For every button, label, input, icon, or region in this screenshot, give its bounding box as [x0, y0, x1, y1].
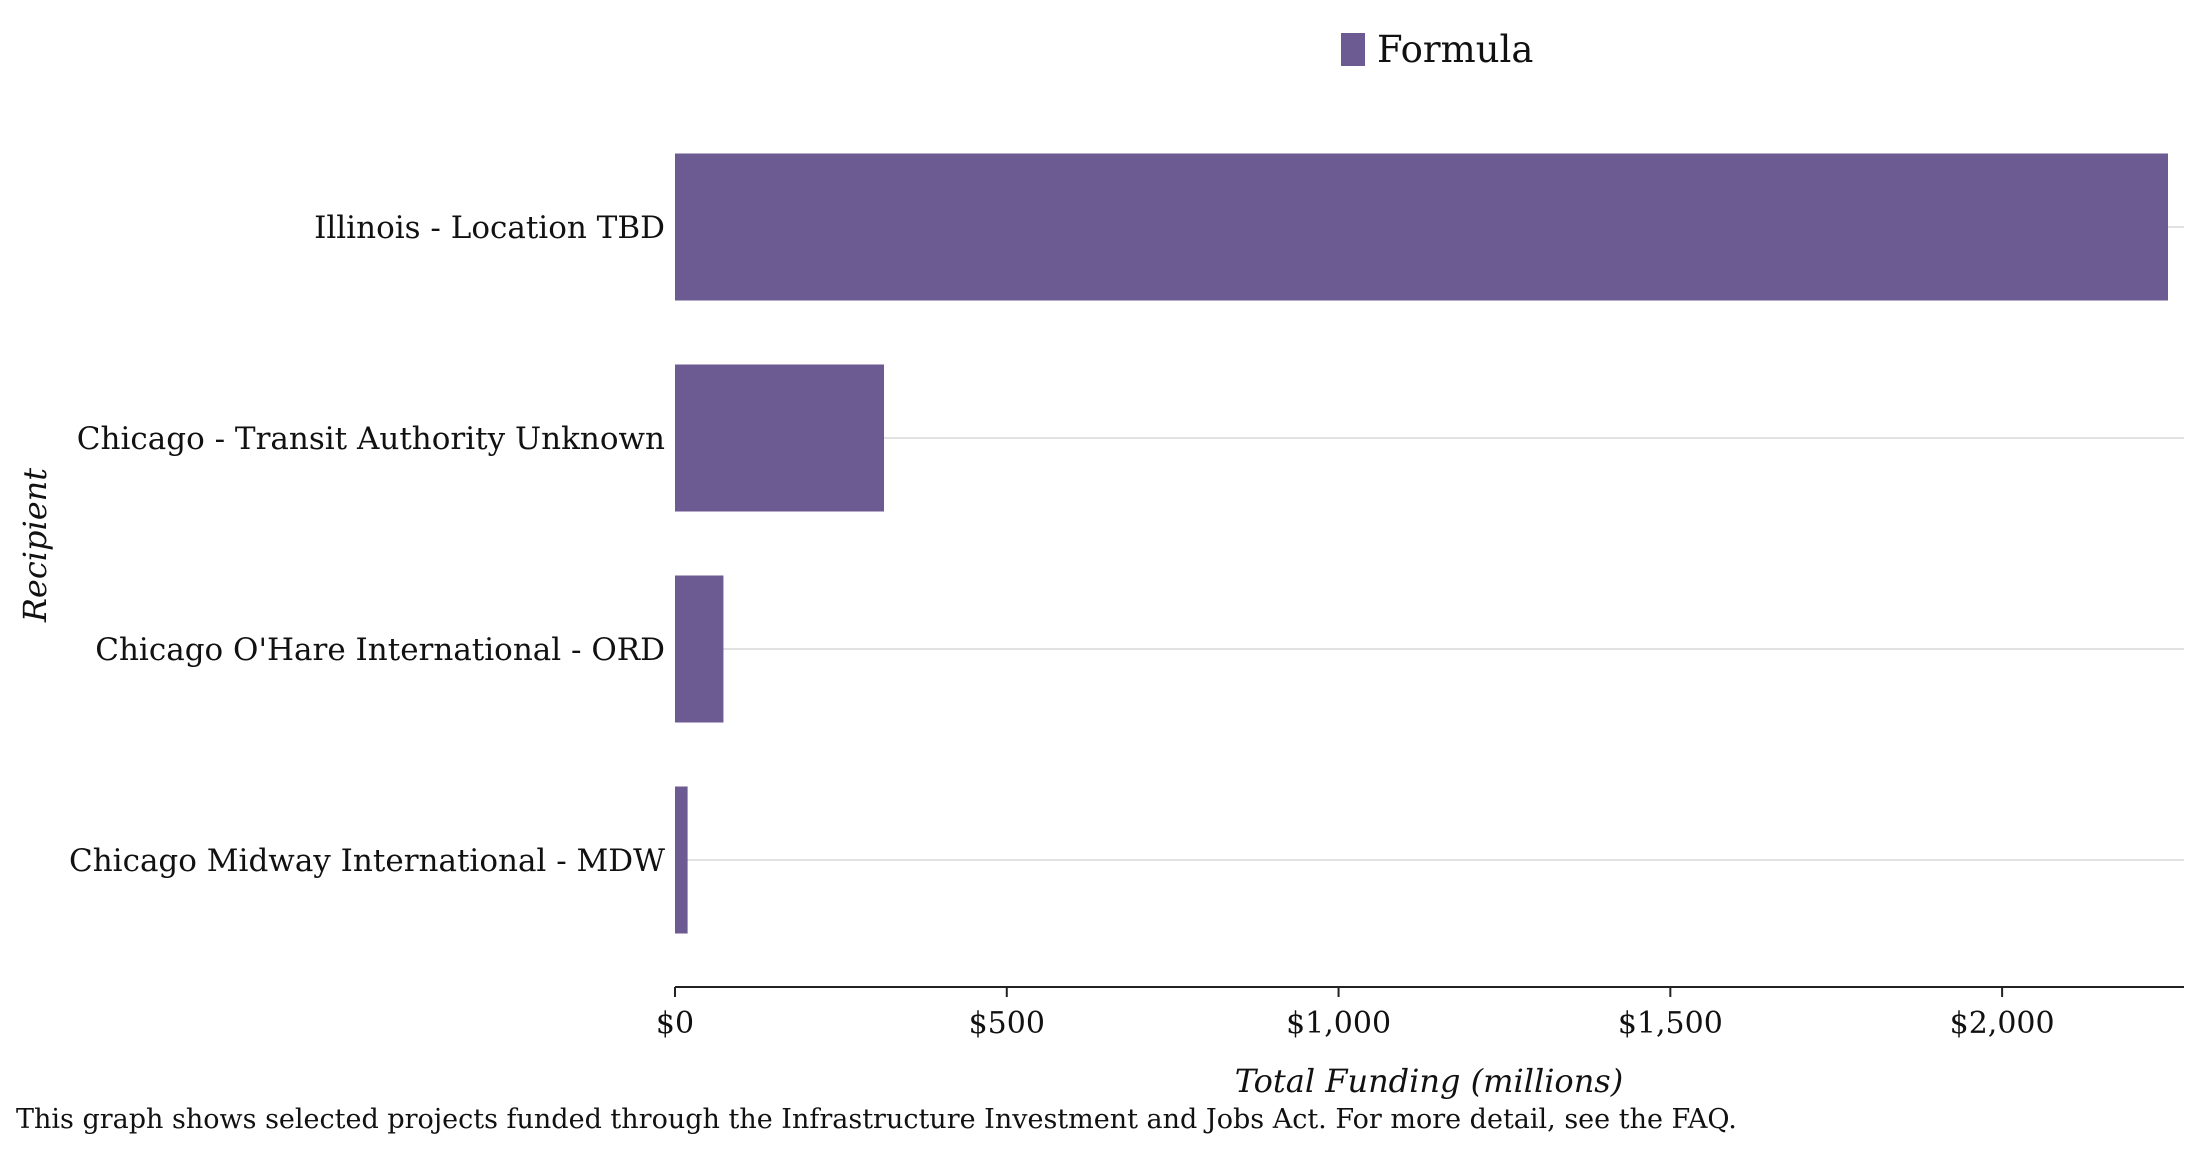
category-labels: Illinois - Location TBD Chicago - Transit…	[69, 210, 665, 879]
legend-label-formula: Formula	[1377, 28, 1533, 71]
bar-chicago-o-hare-international-ord[interactable]	[675, 575, 724, 723]
chart-caption: This graph shows selected projects funde…	[16, 1104, 1737, 1135]
bars	[675, 153, 2168, 934]
x-tick-label-1500: $1,500	[1618, 1006, 1723, 1041]
legend[interactable]: Formula	[1341, 28, 1533, 71]
x-axis-ticks: $0 $500 $1,000 $1,500 $2,000	[656, 987, 2055, 1041]
legend-swatch-formula	[1341, 33, 1365, 66]
y-axis-title: Recipient	[16, 468, 54, 623]
bar-illinois-location-tbd[interactable]	[675, 153, 2168, 301]
x-axis-title: Total Funding (millions)	[1235, 1062, 1623, 1100]
bar-chicago-midway-international-mdw[interactable]	[675, 786, 688, 934]
x-tick-label-2000: $2,000	[1950, 1006, 2055, 1041]
x-tick-label-0: $0	[656, 1006, 694, 1041]
gridlines	[675, 226, 2184, 861]
category-label-chicago-o-hare-international-ord: Chicago O'Hare International - ORD	[95, 632, 665, 668]
category-label-chicago-transit-authority-unknown: Chicago - Transit Authority Unknown	[77, 421, 665, 457]
category-label-illinois-location-tbd: Illinois - Location TBD	[314, 210, 665, 246]
x-tick-label-1000: $1,000	[1286, 1006, 1391, 1041]
category-label-chicago-midway-international-mdw: Chicago Midway International - MDW	[69, 843, 665, 879]
x-tick-label-500: $500	[969, 1006, 1045, 1041]
bar-chicago-transit-authority-unknown[interactable]	[675, 364, 885, 512]
